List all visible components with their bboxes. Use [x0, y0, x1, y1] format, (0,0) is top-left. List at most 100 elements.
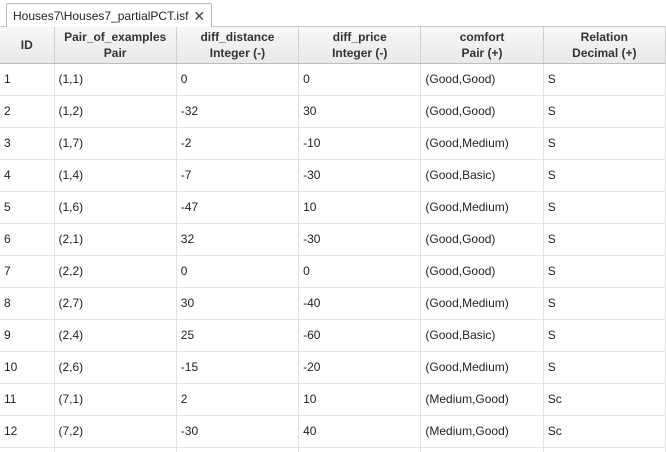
- cell-diff-price[interactable]: -60: [298, 319, 422, 352]
- column-header-relation[interactable]: Relation Decimal (+): [543, 27, 666, 64]
- table-row[interactable]: 8 (2,7) 30 -40 (Good,Medium) S: [0, 287, 666, 320]
- table-row[interactable]: 1 (1,1) 0 0 (Good,Good) S: [0, 63, 666, 96]
- column-header-id[interactable]: ID: [0, 27, 55, 64]
- cell-id[interactable]: 1: [0, 63, 55, 96]
- cell-pair[interactable]: (2,2): [54, 255, 177, 288]
- cell-diff-price[interactable]: 0: [298, 63, 422, 96]
- column-header-diff-price[interactable]: diff_price Integer (-): [298, 27, 422, 64]
- cell-diff-price[interactable]: [298, 447, 422, 452]
- cell-relation[interactable]: S: [543, 63, 666, 96]
- cell-relation[interactable]: S: [543, 223, 666, 256]
- cell-id[interactable]: 11: [0, 383, 55, 416]
- cell-diff-distance[interactable]: -7: [176, 159, 300, 192]
- cell-comfort[interactable]: (Medium,Good): [420, 415, 544, 448]
- cell-comfort[interactable]: (Good,Medium): [420, 127, 544, 160]
- cell-diff-distance[interactable]: -2: [176, 127, 300, 160]
- cell-relation[interactable]: Sc: [543, 383, 666, 416]
- table-row[interactable]: 7 (2,2) 0 0 (Good,Good) S: [0, 255, 666, 288]
- cell-id[interactable]: 9: [0, 319, 55, 352]
- cell-pair[interactable]: (1,4): [54, 159, 177, 192]
- cell-relation[interactable]: S: [543, 255, 666, 288]
- cell-comfort[interactable]: (Good,Basic): [420, 319, 544, 352]
- cell-id[interactable]: 12: [0, 415, 55, 448]
- table-row[interactable]: 9 (2,4) 25 -60 (Good,Basic) S: [0, 319, 666, 352]
- cell-id[interactable]: 3: [0, 127, 55, 160]
- cell-diff-distance[interactable]: -15: [176, 351, 300, 384]
- tab-file[interactable]: Houses7\Houses7_partialPCT.isf ✕: [6, 3, 213, 27]
- close-icon[interactable]: ✕: [193, 7, 206, 24]
- cell-id[interactable]: [0, 447, 55, 452]
- cell-comfort[interactable]: (Good,Good): [420, 95, 544, 128]
- cell-pair[interactable]: (7,2): [54, 415, 177, 448]
- cell-diff-distance[interactable]: 2: [176, 383, 300, 416]
- cell-relation[interactable]: S: [543, 351, 666, 384]
- table-row[interactable]: 3 (1,7) -2 -10 (Good,Medium) S: [0, 127, 666, 160]
- cell-diff-distance[interactable]: [176, 447, 300, 452]
- cell-relation[interactable]: Sc: [543, 415, 666, 448]
- cell-comfort[interactable]: (Good,Medium): [420, 287, 544, 320]
- table-row[interactable]: 6 (2,1) 32 -30 (Good,Good) S: [0, 223, 666, 256]
- table-row[interactable]: 11 (7,1) 2 10 (Medium,Good) Sc: [0, 383, 666, 416]
- cell-diff-distance[interactable]: -30: [176, 415, 300, 448]
- data-grid[interactable]: ID Pair_of_examples Pair diff_distance Int…: [0, 27, 666, 452]
- cell-diff-price[interactable]: 30: [298, 95, 422, 128]
- cell-comfort[interactable]: (Good,Good): [420, 223, 544, 256]
- cell-id[interactable]: 6: [0, 223, 55, 256]
- cell-pair[interactable]: (1,2): [54, 95, 177, 128]
- cell-diff-price[interactable]: 40: [298, 415, 422, 448]
- cell-id[interactable]: 2: [0, 95, 55, 128]
- cell-id[interactable]: 7: [0, 255, 55, 288]
- cell-relation[interactable]: S: [543, 159, 666, 192]
- cell-id[interactable]: 8: [0, 287, 55, 320]
- cell-pair[interactable]: [54, 447, 177, 452]
- table-row[interactable]: 2 (1,2) -32 30 (Good,Good) S: [0, 95, 666, 128]
- table-row[interactable]: 12 (7,2) -30 40 (Medium,Good) Sc: [0, 415, 666, 448]
- cell-comfort[interactable]: (Medium,Good): [420, 383, 544, 416]
- cell-diff-price[interactable]: 10: [298, 191, 422, 224]
- cell-relation[interactable]: S: [543, 319, 666, 352]
- cell-diff-price[interactable]: -10: [298, 127, 422, 160]
- cell-diff-distance[interactable]: -32: [176, 95, 300, 128]
- column-header-diff-distance[interactable]: diff_distance Integer (-): [176, 27, 300, 64]
- cell-comfort[interactable]: (Good,Medium): [420, 351, 544, 384]
- cell-diff-distance[interactable]: 30: [176, 287, 300, 320]
- cell-diff-price[interactable]: -30: [298, 223, 422, 256]
- cell-diff-distance[interactable]: 32: [176, 223, 300, 256]
- cell-diff-price[interactable]: 10: [298, 383, 422, 416]
- cell-pair[interactable]: (2,7): [54, 287, 177, 320]
- cell-diff-distance[interactable]: -47: [176, 191, 300, 224]
- cell-comfort[interactable]: (Good,Medium): [420, 191, 544, 224]
- cell-relation[interactable]: S: [543, 127, 666, 160]
- cell-pair[interactable]: (2,6): [54, 351, 177, 384]
- cell-id[interactable]: 5: [0, 191, 55, 224]
- cell-pair[interactable]: (1,1): [54, 63, 177, 96]
- table-row[interactable]: 5 (1,6) -47 10 (Good,Medium) S: [0, 191, 666, 224]
- cell-id[interactable]: 4: [0, 159, 55, 192]
- cell-relation[interactable]: S: [543, 191, 666, 224]
- cell-comfort[interactable]: [420, 447, 544, 452]
- cell-id[interactable]: 10: [0, 351, 55, 384]
- cell-comfort[interactable]: (Good,Good): [420, 63, 544, 96]
- cell-relation[interactable]: S: [543, 95, 666, 128]
- cell-pair[interactable]: (2,4): [54, 319, 177, 352]
- cell-relation[interactable]: S: [543, 287, 666, 320]
- cell-diff-distance[interactable]: 0: [176, 63, 300, 96]
- cell-pair[interactable]: (7,1): [54, 383, 177, 416]
- cell-diff-price[interactable]: -20: [298, 351, 422, 384]
- cell-diff-distance[interactable]: 25: [176, 319, 300, 352]
- cell-comfort[interactable]: (Good,Good): [420, 255, 544, 288]
- table-row[interactable]: [0, 447, 666, 452]
- cell-diff-distance[interactable]: 0: [176, 255, 300, 288]
- cell-relation[interactable]: [543, 447, 666, 452]
- table-row[interactable]: 4 (1,4) -7 -30 (Good,Basic) S: [0, 159, 666, 192]
- cell-pair[interactable]: (1,6): [54, 191, 177, 224]
- cell-pair[interactable]: (1,7): [54, 127, 177, 160]
- table-row[interactable]: 10 (2,6) -15 -20 (Good,Medium) S: [0, 351, 666, 384]
- cell-diff-price[interactable]: -30: [298, 159, 422, 192]
- cell-pair[interactable]: (2,1): [54, 223, 177, 256]
- cell-comfort[interactable]: (Good,Basic): [420, 159, 544, 192]
- cell-diff-price[interactable]: -40: [298, 287, 422, 320]
- column-header-comfort[interactable]: comfort Pair (+): [420, 27, 544, 64]
- column-header-pair-of-examples[interactable]: Pair_of_examples Pair: [54, 27, 177, 64]
- cell-diff-price[interactable]: 0: [298, 255, 422, 288]
